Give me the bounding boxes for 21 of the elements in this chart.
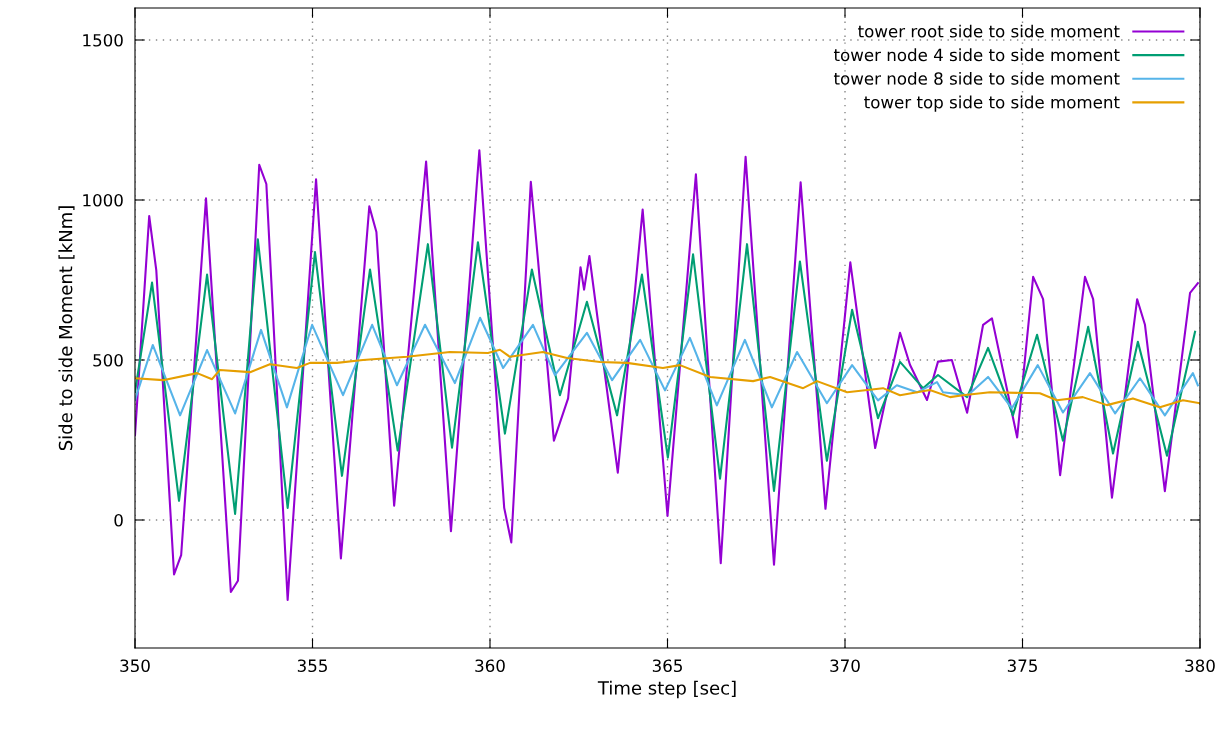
y-tick-label: 500 [93, 353, 123, 367]
x-tick-label: 355 [297, 659, 327, 673]
x-tick-label: 375 [1007, 659, 1037, 673]
line-series [135, 316, 1199, 417]
line-series [135, 149, 1199, 602]
legend-label: tower top side to side moment [864, 95, 1120, 112]
y-axis-title: Side to side Moment [kNm] [58, 206, 75, 451]
y-tick-label: 0 [114, 513, 123, 527]
legend-label: tower node 8 side to side moment [833, 71, 1120, 85]
x-tick-label: 360 [475, 659, 505, 673]
y-tick-label: 1000 [83, 193, 123, 207]
line-series [135, 238, 1197, 515]
x-axis-title: Time step [sec] [597, 680, 736, 699]
x-tick-label: 350 [120, 659, 150, 673]
x-tick-label: 370 [830, 659, 860, 673]
x-tick-label: 380 [1185, 659, 1215, 673]
legend-label: tower node 4 side to side moment [833, 48, 1120, 62]
line-series [135, 348, 1200, 409]
legend-label: tower root side to side moment [858, 24, 1120, 38]
x-tick-label: 365 [652, 659, 682, 673]
y-tick-label: 1500 [83, 33, 123, 47]
